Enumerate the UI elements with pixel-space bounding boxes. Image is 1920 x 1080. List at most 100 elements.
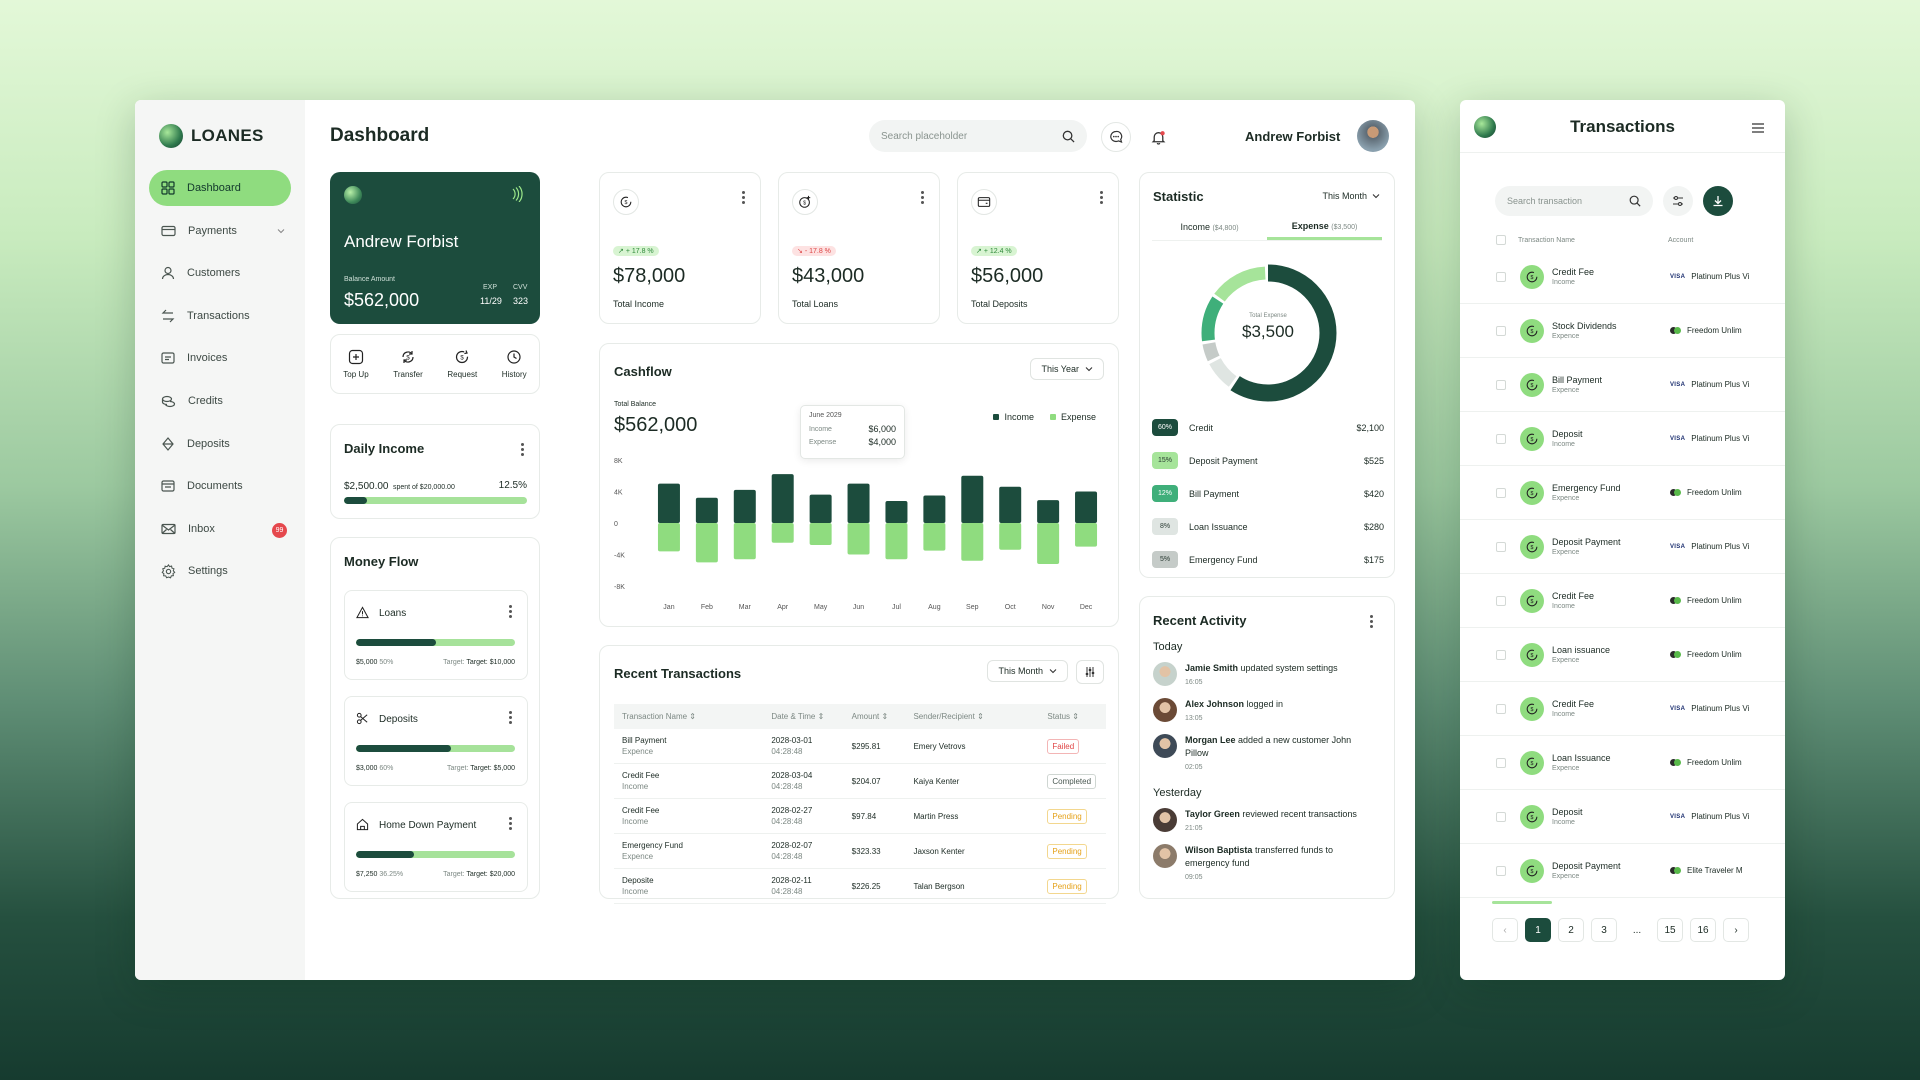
bar-income-jan[interactable] (657, 483, 680, 523)
bar-expense-oct[interactable] (999, 523, 1022, 550)
table-row[interactable]: Credit Fee Income 2028-03-04 04:28:48 $204… (614, 763, 1106, 799)
row-checkbox[interactable] (1496, 811, 1506, 822)
page-button[interactable]: 1 (1525, 918, 1551, 942)
transaction-list-item[interactable]: $ Bill Payment Expence VISA Platinum Plus… (1460, 358, 1785, 412)
sidebar-item-customers[interactable]: Customers (149, 255, 291, 291)
bar-expense-apr[interactable] (771, 523, 794, 543)
statistic-item[interactable]: 15% Deposit Payment $525 (1152, 444, 1384, 477)
bar-expense-mar[interactable] (733, 523, 756, 560)
bar-income-nov[interactable] (1037, 500, 1060, 523)
activity-item[interactable]: Wilson Baptista transferred funds to eme… (1153, 844, 1385, 884)
transaction-list-item[interactable]: $ Deposit Payment Expence VISA Platinum P… (1460, 520, 1785, 574)
row-checkbox[interactable] (1496, 487, 1506, 498)
activity-item[interactable]: Jamie Smith updated system settings 16:0… (1153, 662, 1385, 689)
panel-search-input[interactable]: Search transaction (1507, 196, 1583, 206)
user-avatar[interactable] (1357, 120, 1389, 152)
bar-expense-jul[interactable] (885, 523, 908, 560)
bar-expense-nov[interactable] (1037, 523, 1060, 564)
sidebar-item-deposits[interactable]: Deposits (149, 426, 291, 462)
row-checkbox[interactable] (1496, 649, 1506, 660)
tab-income[interactable]: Income ($4,800) (1180, 221, 1239, 232)
tab-expense[interactable]: Expense ($3,500) (1267, 221, 1382, 240)
donut-slice-bill-payment[interactable] (1201, 266, 1335, 400)
bar-income-sep[interactable] (961, 475, 984, 523)
stat-card-total-income[interactable]: $ ↗ + 17.8 % $78,000 Total Income (599, 172, 761, 324)
table-row[interactable]: Emergency Fund Expence 2028-02-07 04:28:48… (614, 833, 1106, 869)
transaction-list-item[interactable]: $ Credit Fee Income VISA Platinum Plus Vi (1460, 250, 1785, 304)
bar-income-oct[interactable] (999, 486, 1022, 523)
recent-activity-menu-button[interactable] (1366, 613, 1376, 630)
row-checkbox[interactable] (1496, 541, 1506, 552)
row-checkbox[interactable] (1496, 271, 1506, 282)
page-button[interactable]: 16 (1690, 918, 1716, 942)
daily-income-menu-button[interactable] (517, 441, 527, 458)
statistic-item[interactable]: 60% Credit $2,100 (1152, 411, 1384, 444)
row-checkbox[interactable] (1496, 379, 1506, 390)
prev-page-button[interactable]: ‹ (1492, 918, 1518, 942)
sidebar-item-invoices[interactable]: Invoices (149, 340, 291, 376)
transfer-button[interactable]: $ Transfer (393, 349, 423, 379)
bar-expense-feb[interactable] (695, 523, 718, 563)
column-header[interactable]: Amount ⇕ (843, 704, 906, 729)
bar-income-aug[interactable] (923, 495, 946, 523)
row-checkbox[interactable] (1496, 757, 1506, 768)
sidebar-item-inbox[interactable]: Inbox 99 (149, 511, 291, 547)
bar-expense-sep[interactable] (961, 523, 984, 561)
sidebar-item-dashboard[interactable]: Dashboard (149, 170, 291, 206)
bar-income-may[interactable] (809, 494, 832, 523)
notification-button[interactable] (1143, 122, 1173, 152)
request-button[interactable]: $ Request (447, 349, 477, 379)
bar-income-jun[interactable] (847, 483, 870, 523)
bar-income-feb[interactable] (695, 497, 718, 523)
stat-card-menu-button[interactable] (738, 189, 748, 206)
balance-card[interactable]: Andrew Forbist Balance Amount $562,000 E… (330, 172, 540, 324)
row-checkbox[interactable] (1496, 595, 1506, 606)
sidebar-item-documents[interactable]: Documents (149, 468, 291, 504)
bar-expense-jan[interactable] (657, 523, 680, 552)
table-row[interactable]: Credit Fee Income 2028-02-27 04:28:48 $97.… (614, 798, 1106, 834)
money-flow-item-menu-button[interactable] (505, 709, 515, 726)
stat-card-menu-button[interactable] (1096, 189, 1106, 206)
bar-income-dec[interactable] (1075, 491, 1098, 524)
table-row[interactable]: Deposite Income 2028-02-11 04:28:48 $226.2… (614, 868, 1106, 904)
column-header[interactable]: Sender/Recipient ⇕ (905, 704, 1040, 729)
bar-expense-may[interactable] (809, 523, 832, 546)
transaction-list-item[interactable]: $ Deposit Income VISA Platinum Plus Vi (1460, 790, 1785, 844)
sidebar-item-payments[interactable]: Payments (149, 213, 291, 249)
activity-item[interactable]: Alex Johnson logged in 13:05 (1153, 698, 1385, 725)
money-flow-item[interactable]: Deposits $3,000 60% Target: Target: $5,0… (344, 696, 528, 786)
search-input[interactable]: Search placeholder (881, 130, 968, 142)
statistic-item[interactable]: 8% Loan Issuance $280 (1152, 510, 1384, 543)
stat-card-menu-button[interactable] (917, 189, 927, 206)
transaction-list-item[interactable]: $ Credit Fee Income Freedom Unlim (1460, 574, 1785, 628)
user-name[interactable]: Andrew Forbist (1245, 129, 1341, 144)
transaction-list-item[interactable]: $ Emergency Fund Expence Freedom Unlim (1460, 466, 1785, 520)
money-flow-item[interactable]: Loans $5,000 50% Target: Target: $10,000 (344, 590, 528, 680)
row-checkbox[interactable] (1496, 865, 1506, 876)
activity-item[interactable]: Taylor Green reviewed recent transaction… (1153, 808, 1385, 835)
panel-search-bar[interactable]: Search transaction (1495, 186, 1653, 216)
select-all-checkbox[interactable] (1496, 235, 1506, 245)
menu-icon[interactable] (1751, 122, 1765, 134)
column-header[interactable]: Status ⇕ (1039, 704, 1106, 729)
page-button[interactable]: 2 (1558, 918, 1584, 942)
transaction-list-item[interactable]: $ Loan issuance Expence Freedom Unlim (1460, 628, 1785, 682)
statistic-item[interactable]: 5% Emergency Fund $175 (1152, 543, 1384, 576)
stat-card-total-deposits[interactable]: ↗ + 12.4 % $56,000 Total Deposits (957, 172, 1119, 324)
panel-filter-button[interactable] (1663, 186, 1693, 216)
table-row[interactable]: Bill Payment Expence 2028-03-01 04:28:48 $… (614, 729, 1106, 764)
sidebar-item-transactions[interactable]: Transactions (149, 298, 291, 334)
column-header[interactable]: Transaction Name ⇕ (614, 704, 764, 729)
next-page-button[interactable]: › (1723, 918, 1749, 942)
money-flow-item-menu-button[interactable] (505, 603, 515, 620)
bar-income-jul[interactable] (885, 500, 908, 523)
money-flow-item-menu-button[interactable] (505, 815, 515, 832)
bar-expense-dec[interactable] (1075, 523, 1098, 547)
row-checkbox[interactable] (1496, 703, 1506, 714)
stat-card-total-loans[interactable]: $ ↘ - 17.8 % $43,000 Total Loans (778, 172, 940, 324)
bar-income-mar[interactable] (733, 489, 756, 523)
bar-expense-jun[interactable] (847, 523, 870, 555)
sidebar-item-settings[interactable]: Settings (149, 553, 291, 589)
sidebar-item-credits[interactable]: Credits (149, 383, 291, 419)
bar-income-apr[interactable] (771, 474, 794, 523)
